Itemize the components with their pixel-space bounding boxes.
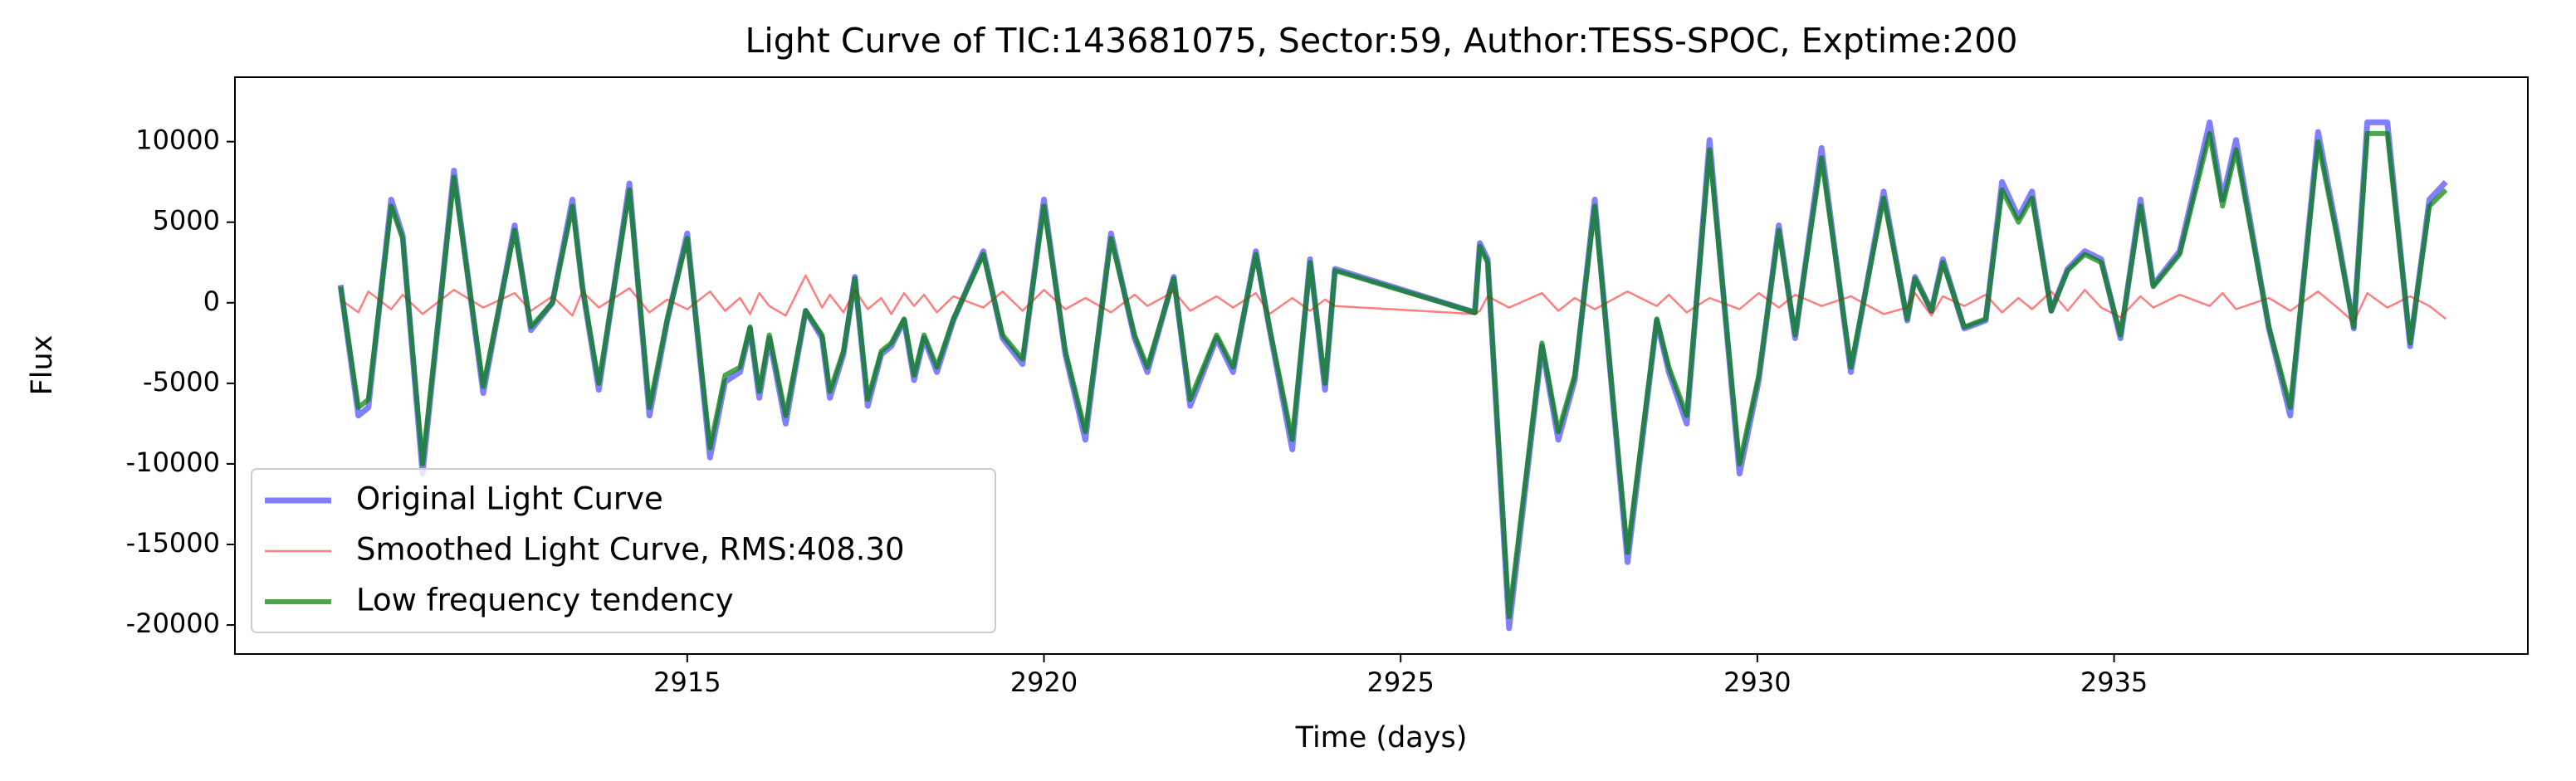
x-tick-label: 2925 xyxy=(1366,666,1434,698)
x-axis-label: Time (days) xyxy=(1295,721,1468,754)
plot-area xyxy=(337,119,2448,632)
series-line xyxy=(340,274,2446,324)
legend: Original Light Curve Smoothed Light Curve… xyxy=(251,468,996,633)
legend-label: Original Light Curve xyxy=(356,481,663,517)
chart-title: Light Curve of TIC:143681075, Sector:59,… xyxy=(745,21,2018,61)
y-axis-label: Flux xyxy=(26,335,59,396)
x-tick-label: 2915 xyxy=(653,666,721,698)
axes-frame xyxy=(234,76,2529,655)
y-tick-label: -10000 xyxy=(126,447,220,478)
y-tick-label: 10000 xyxy=(135,124,220,156)
y-tick-label: -5000 xyxy=(143,366,220,398)
series-line xyxy=(338,130,2448,620)
legend-label: Low frequency tendency xyxy=(356,583,734,618)
y-tick-label: 0 xyxy=(203,286,220,317)
x-tick-label: 2930 xyxy=(1723,666,1791,698)
x-tick-label: 2920 xyxy=(1010,666,1078,698)
legend-box xyxy=(251,468,996,633)
y-tick-label: -20000 xyxy=(126,608,220,639)
y-tick-label: 5000 xyxy=(153,205,220,237)
x-tick-label: 2935 xyxy=(2080,666,2148,698)
legend-label: Smoothed Light Curve, RMS:408.30 xyxy=(356,532,905,568)
y-tick-label: -15000 xyxy=(126,527,220,559)
